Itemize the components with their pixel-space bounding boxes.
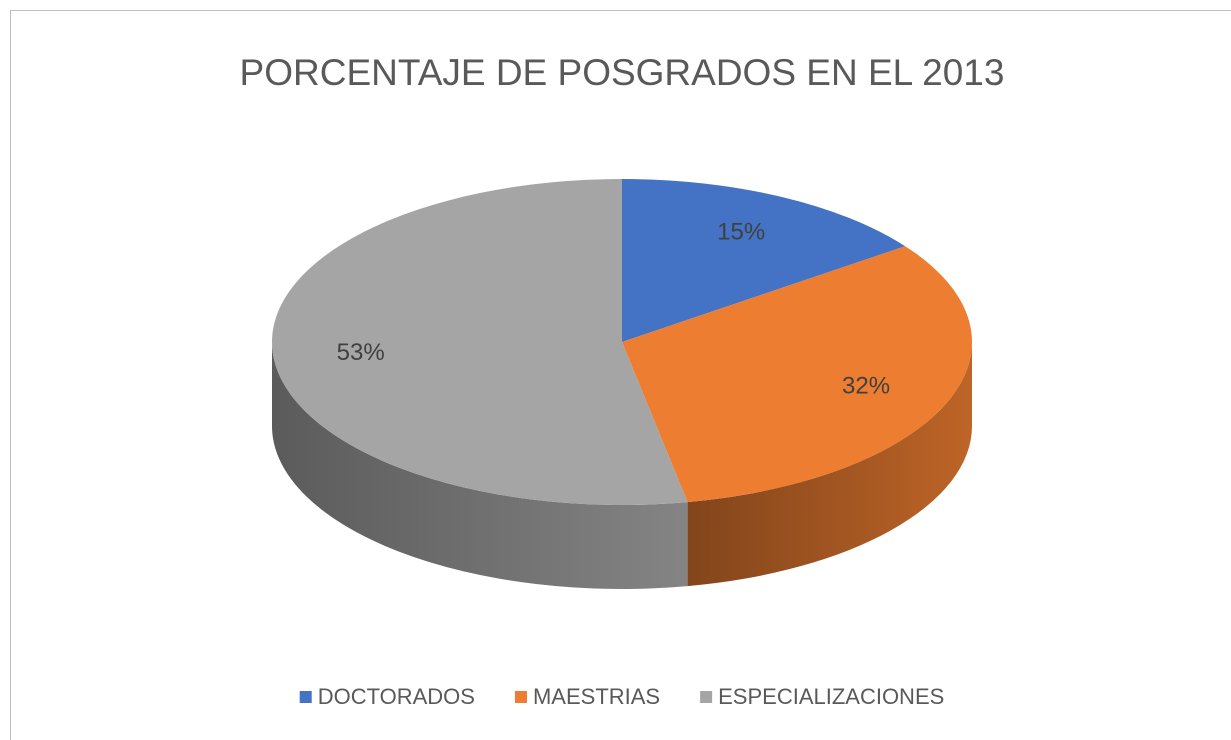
pie-sides (272, 342, 972, 589)
legend-label: DOCTORADOS (318, 684, 475, 709)
legend-swatch (514, 691, 527, 703)
pie-slice (272, 179, 688, 505)
data-label: 15% (717, 218, 765, 245)
pie-slice-side (687, 342, 972, 587)
pie-slice (622, 246, 973, 503)
legend-label: MAESTRIAS (533, 684, 660, 709)
pie-tops (272, 179, 973, 505)
legend-swatch (299, 691, 312, 703)
data-label: 32% (842, 372, 890, 399)
legend-swatch (700, 691, 713, 703)
chart-title: PORCENTAJE DE POSGRADOS EN EL 2013 (240, 52, 1005, 93)
pie-slice-side (272, 342, 688, 589)
pie-slice (622, 179, 906, 342)
legend-label: ESPECIALIZACIONES (718, 684, 944, 709)
data-label: 53% (337, 339, 385, 366)
legend: DOCTORADOS MAESTRIAS ESPECIALIZACIONES (299, 684, 944, 709)
